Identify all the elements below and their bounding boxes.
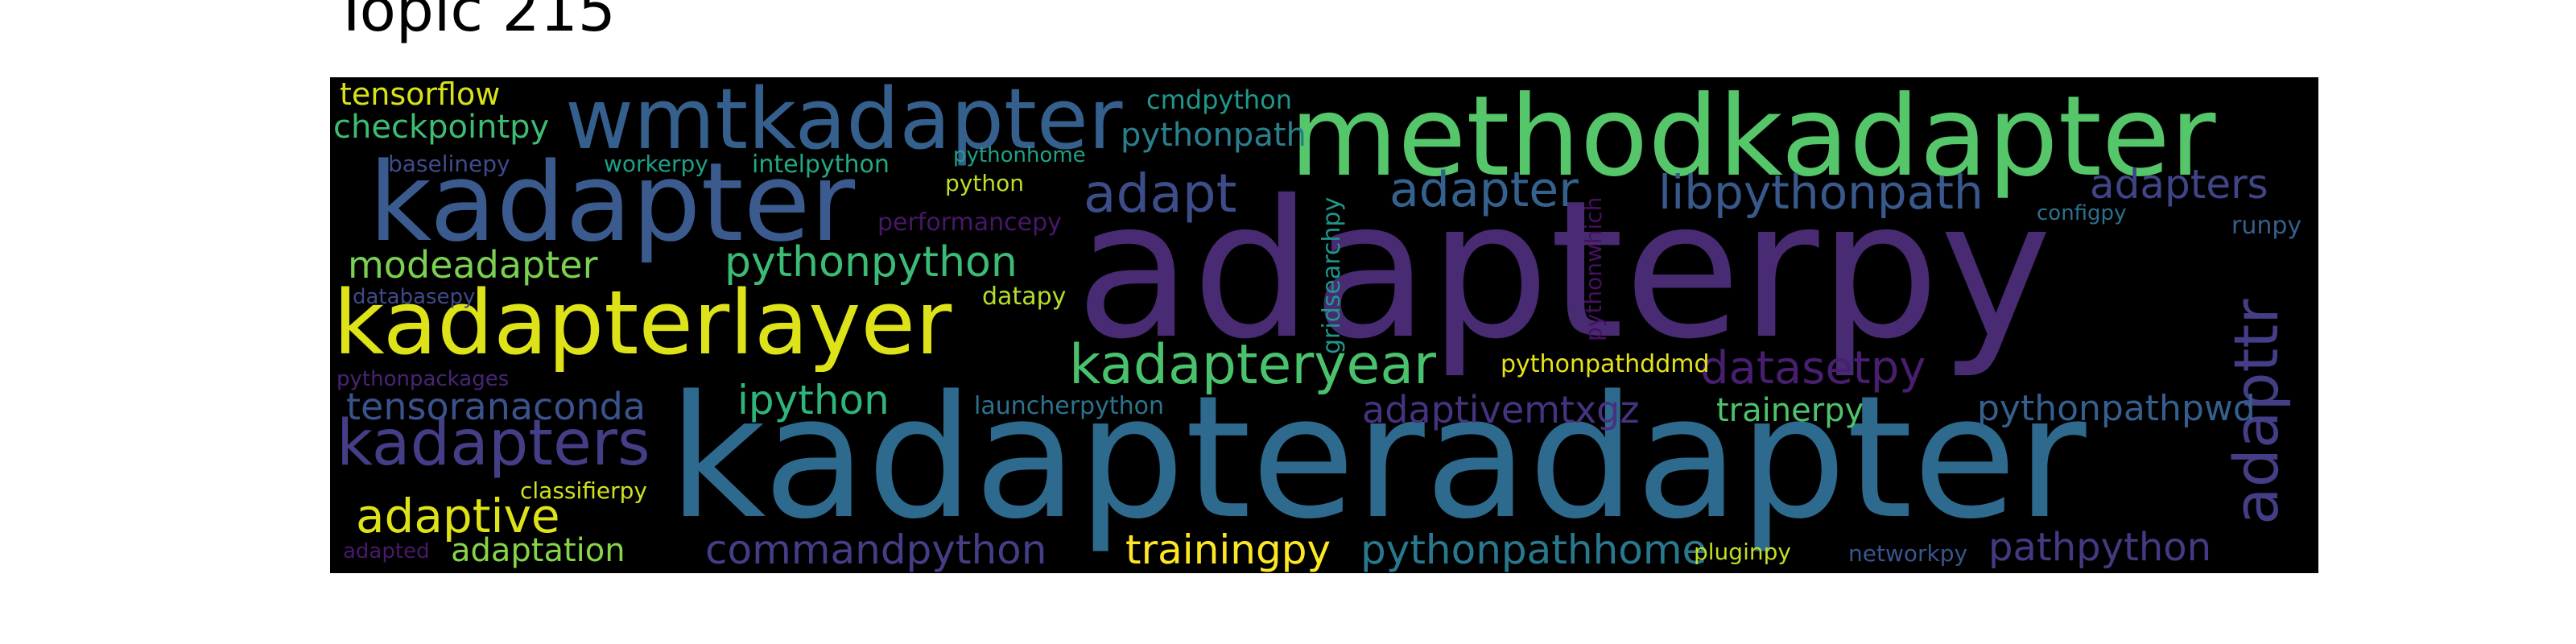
word: tensorflow	[340, 77, 501, 112]
word: kadapteryear	[1069, 333, 1437, 397]
word: adapterpy	[1075, 159, 2053, 381]
word: adaptive	[356, 489, 560, 543]
word: pythonwhich	[1580, 196, 1607, 341]
word: kadapterlayer	[333, 271, 952, 374]
word: python	[945, 170, 1024, 196]
word: pathpython	[1988, 525, 2212, 570]
word: pythonpathpwd	[1977, 388, 2256, 429]
figure-title: Topic 215	[333, 0, 616, 45]
word-cloud: adapterpy kadapteradapter methodkadapter…	[330, 77, 2318, 573]
word: launcherpython	[974, 392, 1164, 420]
word: ipython	[737, 377, 890, 423]
word: intelpython	[752, 151, 890, 179]
word: configpy	[2037, 201, 2127, 225]
word: kadapters	[336, 407, 650, 480]
word: kadapter	[369, 139, 856, 266]
word: wmtkadapter	[565, 77, 1123, 168]
word: pythonpackages	[336, 367, 510, 391]
word: pythonhome	[953, 143, 1086, 167]
word: kadapteradapter	[668, 359, 2087, 556]
word: adapter	[1389, 162, 1579, 218]
word: datapy	[982, 283, 1067, 311]
word: adaptation	[451, 532, 625, 569]
word: networkpy	[1848, 540, 1968, 567]
word: trainerpy	[1716, 392, 1864, 429]
word: gridsearchpy	[1318, 196, 1346, 354]
word: pythonpython	[724, 238, 1018, 287]
word: pythonpathhome	[1360, 526, 1707, 573]
word: adapt	[1084, 163, 1237, 225]
word: tensoranaconda	[346, 385, 646, 428]
word: classifierpy	[520, 477, 648, 504]
word: checkpointpy	[333, 109, 550, 146]
word: adaptivemtxgz	[1362, 388, 1640, 431]
word: databasepy	[353, 285, 476, 309]
word: pythonpathddmd	[1501, 350, 1710, 378]
word: methodkadapter	[1290, 77, 2216, 201]
word: pluginpy	[1694, 539, 1791, 565]
word: runpy	[2231, 212, 2302, 240]
word: adapted	[343, 539, 430, 564]
word: performancepy	[877, 208, 1062, 237]
word: trainingpy	[1125, 526, 1331, 573]
word: modeadapter	[348, 243, 598, 287]
word: libpythonpath	[1658, 165, 1984, 220]
word: cmdpython	[1146, 85, 1293, 115]
word: adapters	[2090, 161, 2268, 208]
word: pythonpath	[1121, 117, 1307, 154]
word: baselinepy	[388, 151, 510, 177]
word: datasetpy	[1700, 342, 1926, 394]
word: workerpy	[604, 151, 708, 177]
word: commandpython	[705, 526, 1047, 573]
